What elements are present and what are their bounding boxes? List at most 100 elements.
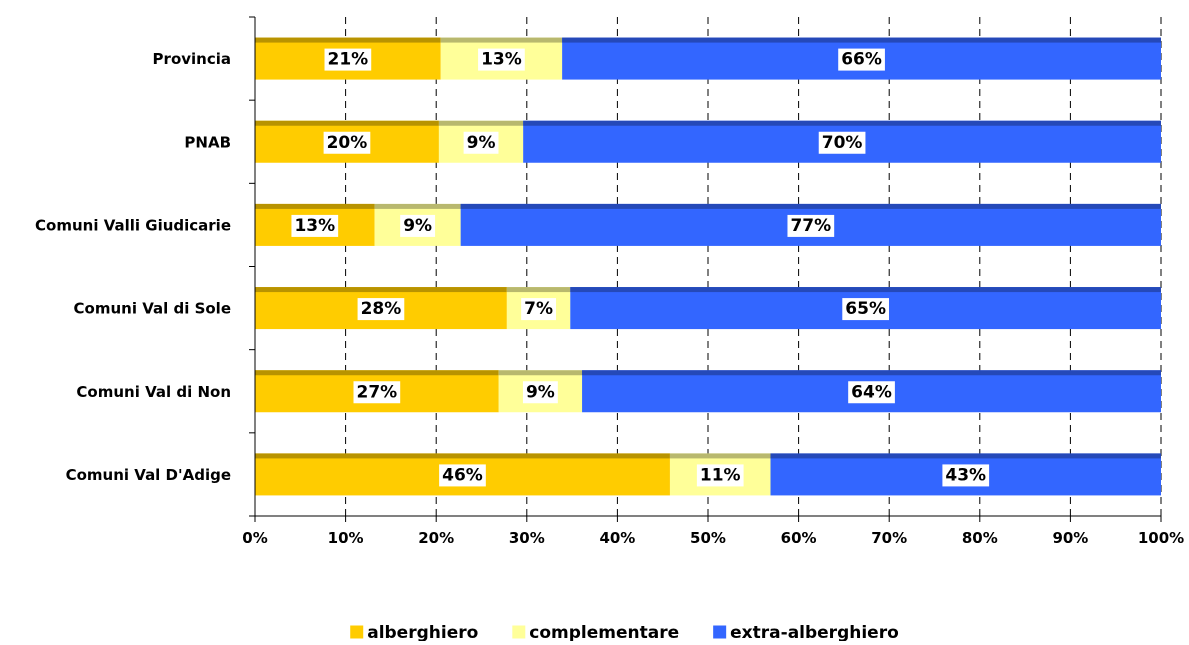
x-tick-label: 40% xyxy=(599,529,635,547)
data-label: 64% xyxy=(848,381,895,404)
legend: alberghiero complementare extra-alberghier… xyxy=(350,623,899,643)
data-label-text: 27% xyxy=(357,382,398,402)
data-label-text: 66% xyxy=(841,50,882,70)
data-label: 46% xyxy=(439,464,486,487)
x-tick-label: 80% xyxy=(962,529,998,547)
data-label: 77% xyxy=(787,214,835,237)
data-label-box xyxy=(838,48,885,71)
data-label: 66% xyxy=(838,48,885,71)
grid-layer xyxy=(345,17,1162,516)
data-label: 7% xyxy=(521,298,557,321)
bar-segment-top-edge xyxy=(255,120,439,126)
data-label-box xyxy=(291,214,339,237)
x-tick-label: 30% xyxy=(509,529,545,547)
bar-segment-top-edge xyxy=(440,37,563,43)
data-label-box xyxy=(942,464,990,487)
data-label-box xyxy=(787,214,835,237)
bar-segment-top-edge xyxy=(255,37,441,43)
data-label-text: 28% xyxy=(361,299,402,319)
data-label-box xyxy=(842,298,889,321)
legend-swatch-alberghiero xyxy=(350,625,364,639)
data-label-box xyxy=(400,214,436,237)
data-label: 70% xyxy=(818,131,866,154)
data-label: 13% xyxy=(291,214,339,237)
x-tick-label: 60% xyxy=(781,529,817,547)
data-label-text: 7% xyxy=(524,299,553,319)
data-label: 27% xyxy=(353,381,401,404)
data-label-text: 9% xyxy=(403,216,432,236)
bar-segment-top-edge xyxy=(562,37,1161,43)
data-label-text: 11% xyxy=(700,465,741,485)
data-label: 65% xyxy=(842,298,889,321)
x-tick-label: 50% xyxy=(690,529,726,547)
data-label: 9% xyxy=(400,214,436,237)
data-label-text: 64% xyxy=(851,382,892,402)
data-label: 9% xyxy=(522,381,558,404)
data-label-text: 70% xyxy=(822,133,863,153)
data-label-text: 9% xyxy=(467,133,496,153)
legend-label: alberghiero xyxy=(367,623,478,641)
data-label-box xyxy=(463,131,499,154)
bar-segment-top-edge xyxy=(374,203,461,209)
data-label-box xyxy=(353,381,401,404)
data-label-text: 20% xyxy=(327,133,368,153)
x-tick-label: 20% xyxy=(418,529,454,547)
bar-segment-top-edge xyxy=(570,287,1161,293)
bar-segment-top-edge xyxy=(498,370,583,376)
category-label: Comuni Val di Non xyxy=(76,383,231,401)
bar-segment-top-edge xyxy=(582,370,1161,376)
legend-label: complementare xyxy=(529,623,679,641)
data-label: 28% xyxy=(357,298,405,321)
legend-swatch-complementare xyxy=(512,625,526,639)
x-tick-label: 10% xyxy=(328,529,364,547)
data-label-box xyxy=(323,131,371,154)
data-label-text: 65% xyxy=(845,299,886,319)
category-label: Comuni Valli Giudicarie xyxy=(35,216,231,234)
category-label: PNAB xyxy=(184,133,231,151)
bar-segment-top-edge xyxy=(255,370,499,376)
data-label-box xyxy=(478,48,525,71)
bar-segment-top-edge xyxy=(460,203,1161,209)
data-label: 11% xyxy=(696,464,744,487)
bar-segment-top-edge xyxy=(669,453,771,459)
bar-segment-top-edge xyxy=(770,453,1161,459)
data-label-box xyxy=(357,298,405,321)
category-label: Comuni Val di Sole xyxy=(74,300,231,318)
data-label-box xyxy=(439,464,486,487)
data-label-box xyxy=(696,464,744,487)
bar-segment-top-edge xyxy=(255,453,670,459)
data-label-box xyxy=(818,131,866,154)
axis-layer: Provincia PNAB Comuni Valli Giudicarie Comu… xyxy=(35,16,1184,547)
bar-segment-top-edge xyxy=(523,120,1161,126)
x-tick-label: 0% xyxy=(242,529,267,547)
category-label: Comuni Val D'Adige xyxy=(66,466,231,484)
bar-segment-top-edge xyxy=(255,203,375,209)
legend-swatch-extra-alberghiero xyxy=(713,625,727,639)
data-label: 20% xyxy=(323,131,371,154)
data-label: 13% xyxy=(478,48,525,71)
data-label-text: 13% xyxy=(294,216,335,236)
data-label-box xyxy=(522,381,558,404)
data-label: 9% xyxy=(463,131,499,154)
data-label-box xyxy=(324,48,372,71)
data-label-text: 46% xyxy=(442,465,483,485)
bar-segment-top-edge xyxy=(255,287,507,293)
bars-layer xyxy=(255,37,1161,496)
data-label-box xyxy=(848,381,895,404)
data-label-box xyxy=(521,298,557,321)
x-tick-label: 70% xyxy=(871,529,907,547)
category-label: Provincia xyxy=(153,50,231,68)
labels-layer: 21% 13% 66% 20% 9% 70% 13% 9% 77% 28% 7% 65% 27% 9% 64… xyxy=(291,48,990,487)
data-label-text: 77% xyxy=(790,216,831,236)
data-label-text: 21% xyxy=(328,50,369,70)
data-label-text: 13% xyxy=(481,50,522,70)
x-tick-label: 90% xyxy=(1052,529,1088,547)
data-label-text: 9% xyxy=(526,382,555,402)
x-tick-label: 100% xyxy=(1138,529,1184,547)
data-label: 43% xyxy=(942,464,990,487)
bar-segment-top-edge xyxy=(438,120,524,126)
legend-label: extra-alberghiero xyxy=(730,623,899,641)
data-label: 21% xyxy=(324,48,372,71)
